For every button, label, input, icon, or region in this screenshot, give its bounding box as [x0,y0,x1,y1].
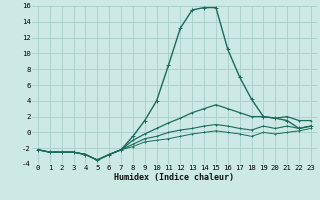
X-axis label: Humidex (Indice chaleur): Humidex (Indice chaleur) [115,173,234,182]
